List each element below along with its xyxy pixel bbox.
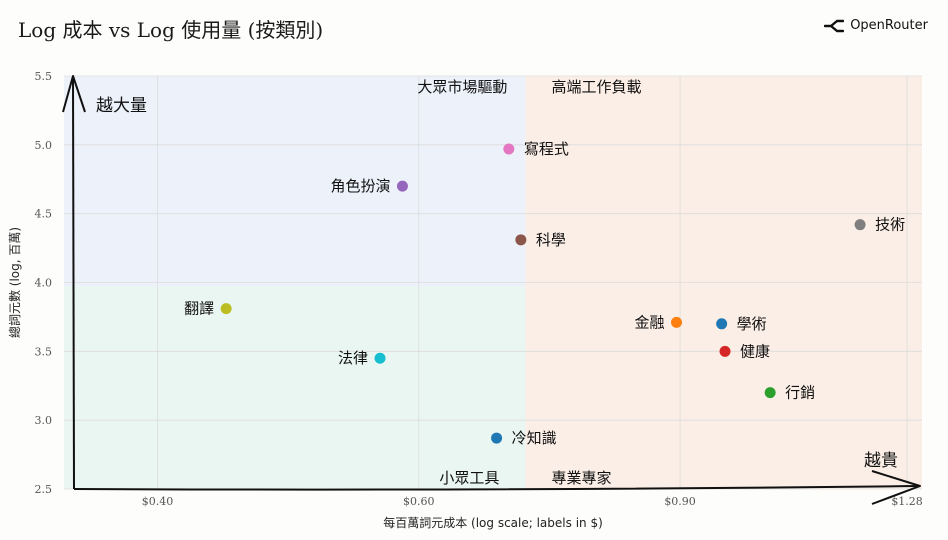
y-tick-label: 5.5 [35, 70, 53, 83]
data-point [854, 219, 866, 231]
data-point-label: 法律 [338, 349, 368, 367]
data-point-label: 冷知識 [512, 429, 557, 447]
quadrant-top-right [525, 76, 922, 287]
data-point [764, 387, 776, 399]
data-point-label: 角色扮演 [330, 177, 390, 195]
y-tick-label: 2.5 [35, 483, 53, 496]
data-point [503, 143, 515, 155]
chart-title: Log 成本 vs Log 使用量 (按類別) [18, 18, 324, 42]
quadrant-top-left [64, 76, 526, 287]
y-tick-label: 3.0 [35, 414, 53, 427]
x-tick-label: $0.60 [403, 495, 435, 508]
quadrant-label: 大眾市場驅動 [417, 78, 507, 96]
y-tick-label: 5.0 [35, 139, 53, 152]
data-point [220, 303, 232, 315]
data-point [515, 234, 527, 246]
y-tick-label: 4.0 [35, 277, 53, 290]
x-tick-label: $0.40 [142, 495, 174, 508]
x-axis-arrowhead [871, 470, 921, 505]
data-point-label: 金融 [634, 313, 664, 331]
data-point-label: 寫程式 [524, 140, 569, 158]
axis-arrows [62, 75, 921, 505]
x-axis-title: 每百萬詞元成本 (log scale; labels in $) [383, 515, 603, 530]
data-point-label: 翻譯 [184, 300, 214, 318]
data-point [374, 352, 386, 364]
data-point [396, 180, 408, 192]
tick-labels: 2.5 3.0 3.5 4.0 4.5 5.0 5.5 $0.40 $0.60 $0.90 $1.2… [7, 70, 923, 530]
x-arrow-label: 越貴 [864, 451, 898, 471]
brand-name: OpenRouter [850, 18, 928, 33]
quadrant-bottom-right [525, 286, 922, 489]
y-tick-label: 3.5 [35, 345, 53, 358]
x-tick-label: $1.28 [891, 495, 923, 508]
openrouter-logo-icon [824, 19, 845, 32]
quadrant-bottom-left [64, 286, 526, 489]
data-point-label: 科學 [536, 231, 566, 249]
brand: OpenRouter [824, 18, 928, 33]
quadrant-label: 專業專家 [551, 469, 611, 487]
quadrant-label: 小眾工具 [439, 469, 499, 487]
data-point-label: 行銷 [785, 384, 815, 402]
y-axis-arrow-line [72, 77, 75, 490]
data-point [491, 432, 503, 444]
x-axis-arrow-line [73, 485, 921, 491]
y-axis-arrowhead [62, 75, 86, 113]
data-point [716, 318, 728, 330]
data-point-label: 技術 [875, 216, 905, 234]
data-point-label: 健康 [740, 342, 770, 360]
data-point [719, 345, 731, 357]
data-point [670, 316, 682, 328]
x-tick-label: $0.90 [664, 495, 696, 508]
quadrant-label: 高端工作負載 [551, 78, 641, 96]
data-point-label: 學術 [737, 315, 767, 333]
y-tick-label: 4.5 [35, 208, 53, 221]
y-axis-title: 總詞元數 (log, 百萬) [7, 227, 22, 338]
y-arrow-label: 越大量 [96, 96, 147, 116]
quadrant-backgrounds [64, 76, 922, 489]
